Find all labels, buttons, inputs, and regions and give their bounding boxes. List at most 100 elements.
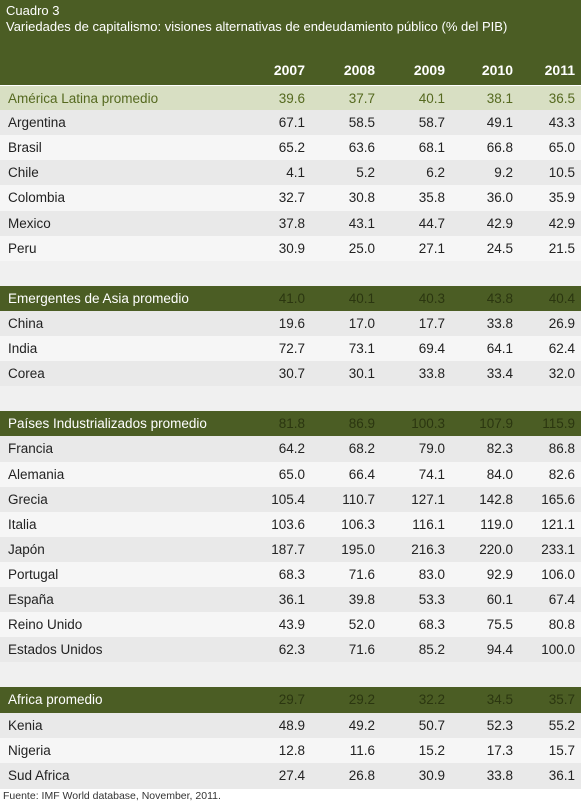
cell-value: 15.7 [548,742,575,758]
cell-value: 44.7 [418,215,445,231]
cell-value: 67.1 [278,115,305,131]
row-label: Francia [8,441,54,457]
cell-value: 233.1 [541,541,575,557]
cell-value: 103.6 [271,516,305,532]
column-header: 2009 [413,62,445,78]
cell-value: 39.6 [278,91,305,106]
cell-value: 11.6 [349,742,375,758]
cell-value: 10.5 [548,165,575,181]
cell-value: 66.8 [486,140,513,156]
cell-value: 58.7 [418,115,445,131]
column-header-row: 2007 2008 2009 2010 2011 [0,58,581,83]
cell-value: 106.3 [341,516,375,532]
cell-value: 68.3 [278,566,305,582]
data-row: Reino Unido 43.9 52.0 68.3 75.5 80.8 [0,612,581,639]
cell-value: 80.8 [548,617,575,633]
cell-value: 187.7 [271,541,305,557]
cell-value: 17.3 [486,742,513,758]
cell-value: 55.2 [548,717,575,733]
cell-value: 116.1 [412,516,445,532]
data-row: Portugal 68.3 71.6 83.0 92.9 106.0 [0,561,581,588]
cell-value: 27.4 [278,767,305,783]
data-row: Argentina 67.1 58.5 58.7 49.1 43.3 [0,110,581,137]
cell-value: 82.3 [486,441,513,457]
row-label: Corea [8,366,45,382]
cell-value: 53.3 [418,592,445,607]
cell-value: 33.8 [486,315,513,331]
cell-value: 121.1 [541,516,575,532]
group-header-row: América Latina promedio 39.6 37.7 40.1 38.1 3… [0,85,581,112]
cell-value: 71.6 [348,642,375,658]
column-header: 2007 [273,62,305,78]
cell-value: 42.9 [486,215,513,231]
group-header-row: Emergentes de Asia promedio 41.0 40.1 40.3 4… [0,285,581,312]
cell-value: 24.5 [486,240,513,256]
data-row: Brasil 65.2 63.6 68.1 66.8 65.0 [0,135,581,162]
cell-value: 50.7 [418,717,445,733]
data-row: Japón 187.7 195.0 216.3 220.0 233.1 [0,536,581,563]
cell-value: 29.7 [278,692,305,708]
data-row: Corea 30.7 30.1 33.8 33.4 32.0 [0,361,581,388]
cell-value: 26.8 [348,767,375,783]
cell-value: 39.8 [348,592,375,607]
row-label: Portugal [8,566,59,582]
cell-value: 17.7 [418,315,445,331]
row-label: India [8,341,38,356]
footer-source: Fuente: IMF World database, November, 20… [3,790,221,802]
cell-value: 62.4 [548,341,575,356]
cell-value: 65.2 [278,140,305,156]
cell-value: 43.8 [486,290,513,306]
cell-value: 49.2 [348,717,375,733]
cell-value: 37.7 [348,91,375,106]
cell-value: 38.1 [486,91,513,106]
cell-value: 92.9 [486,566,513,582]
cell-value: 35.9 [548,190,575,206]
data-row: Alemania 65.0 66.4 74.1 84.0 82.6 [0,461,581,488]
spacer-row [0,260,581,287]
cell-value: 36.5 [548,91,575,106]
cell-value: 30.8 [348,190,375,206]
cell-value: 72.7 [278,341,305,356]
cell-value: 100.3 [411,416,445,432]
cell-value: 30.7 [278,366,305,382]
cell-value: 119.0 [480,516,513,532]
cell-value: 195.0 [341,541,375,557]
cell-value: 65.0 [278,466,305,482]
table-title: Variedades de capitalismo: visiones alte… [6,19,508,34]
cell-value: 37.8 [278,215,305,231]
column-header: 2010 [481,62,513,78]
cell-value: 21.5 [548,240,575,256]
spacer-row [0,662,581,689]
cell-value: 33.8 [418,366,445,382]
cell-value: 29.2 [348,692,375,708]
cell-value: 42.9 [548,215,575,231]
data-row: Estados Unidos 62.3 71.6 85.2 94.4 100.0 [0,637,581,664]
cell-value: 40.4 [548,290,575,306]
cell-value: 15.2 [418,742,445,758]
cell-value: 52.3 [486,717,513,733]
cell-value: 63.6 [348,140,375,156]
data-row: Mexico 37.8 43.1 44.7 42.9 42.9 [0,210,581,237]
cell-value: 74.1 [418,466,445,482]
cell-value: 110.7 [342,491,375,507]
data-row: Grecia 105.4 110.7 127.1 142.8 165.6 [0,486,581,513]
data-row: Peru 30.9 25.0 27.1 24.5 21.5 [0,235,581,262]
cell-value: 165.6 [541,491,575,507]
cell-value: 30.1 [348,366,375,382]
cell-value: 12.8 [278,742,305,758]
cell-value: 115.9 [542,416,575,432]
cell-value: 64.1 [486,341,513,356]
cell-value: 36.1 [278,592,305,607]
row-label: Italia [8,516,37,532]
cell-value: 33.8 [486,767,513,783]
row-label: Alemania [8,466,65,482]
row-label: Mexico [8,215,51,231]
row-label: Brasil [8,140,42,156]
cell-value: 84.0 [486,466,513,482]
table-label: Cuadro 3 [6,3,60,18]
data-row: India 72.7 73.1 69.4 64.1 62.4 [0,336,581,362]
cell-value: 60.1 [486,592,513,607]
cell-value: 127.1 [411,491,445,507]
cell-value: 35.8 [418,190,445,206]
